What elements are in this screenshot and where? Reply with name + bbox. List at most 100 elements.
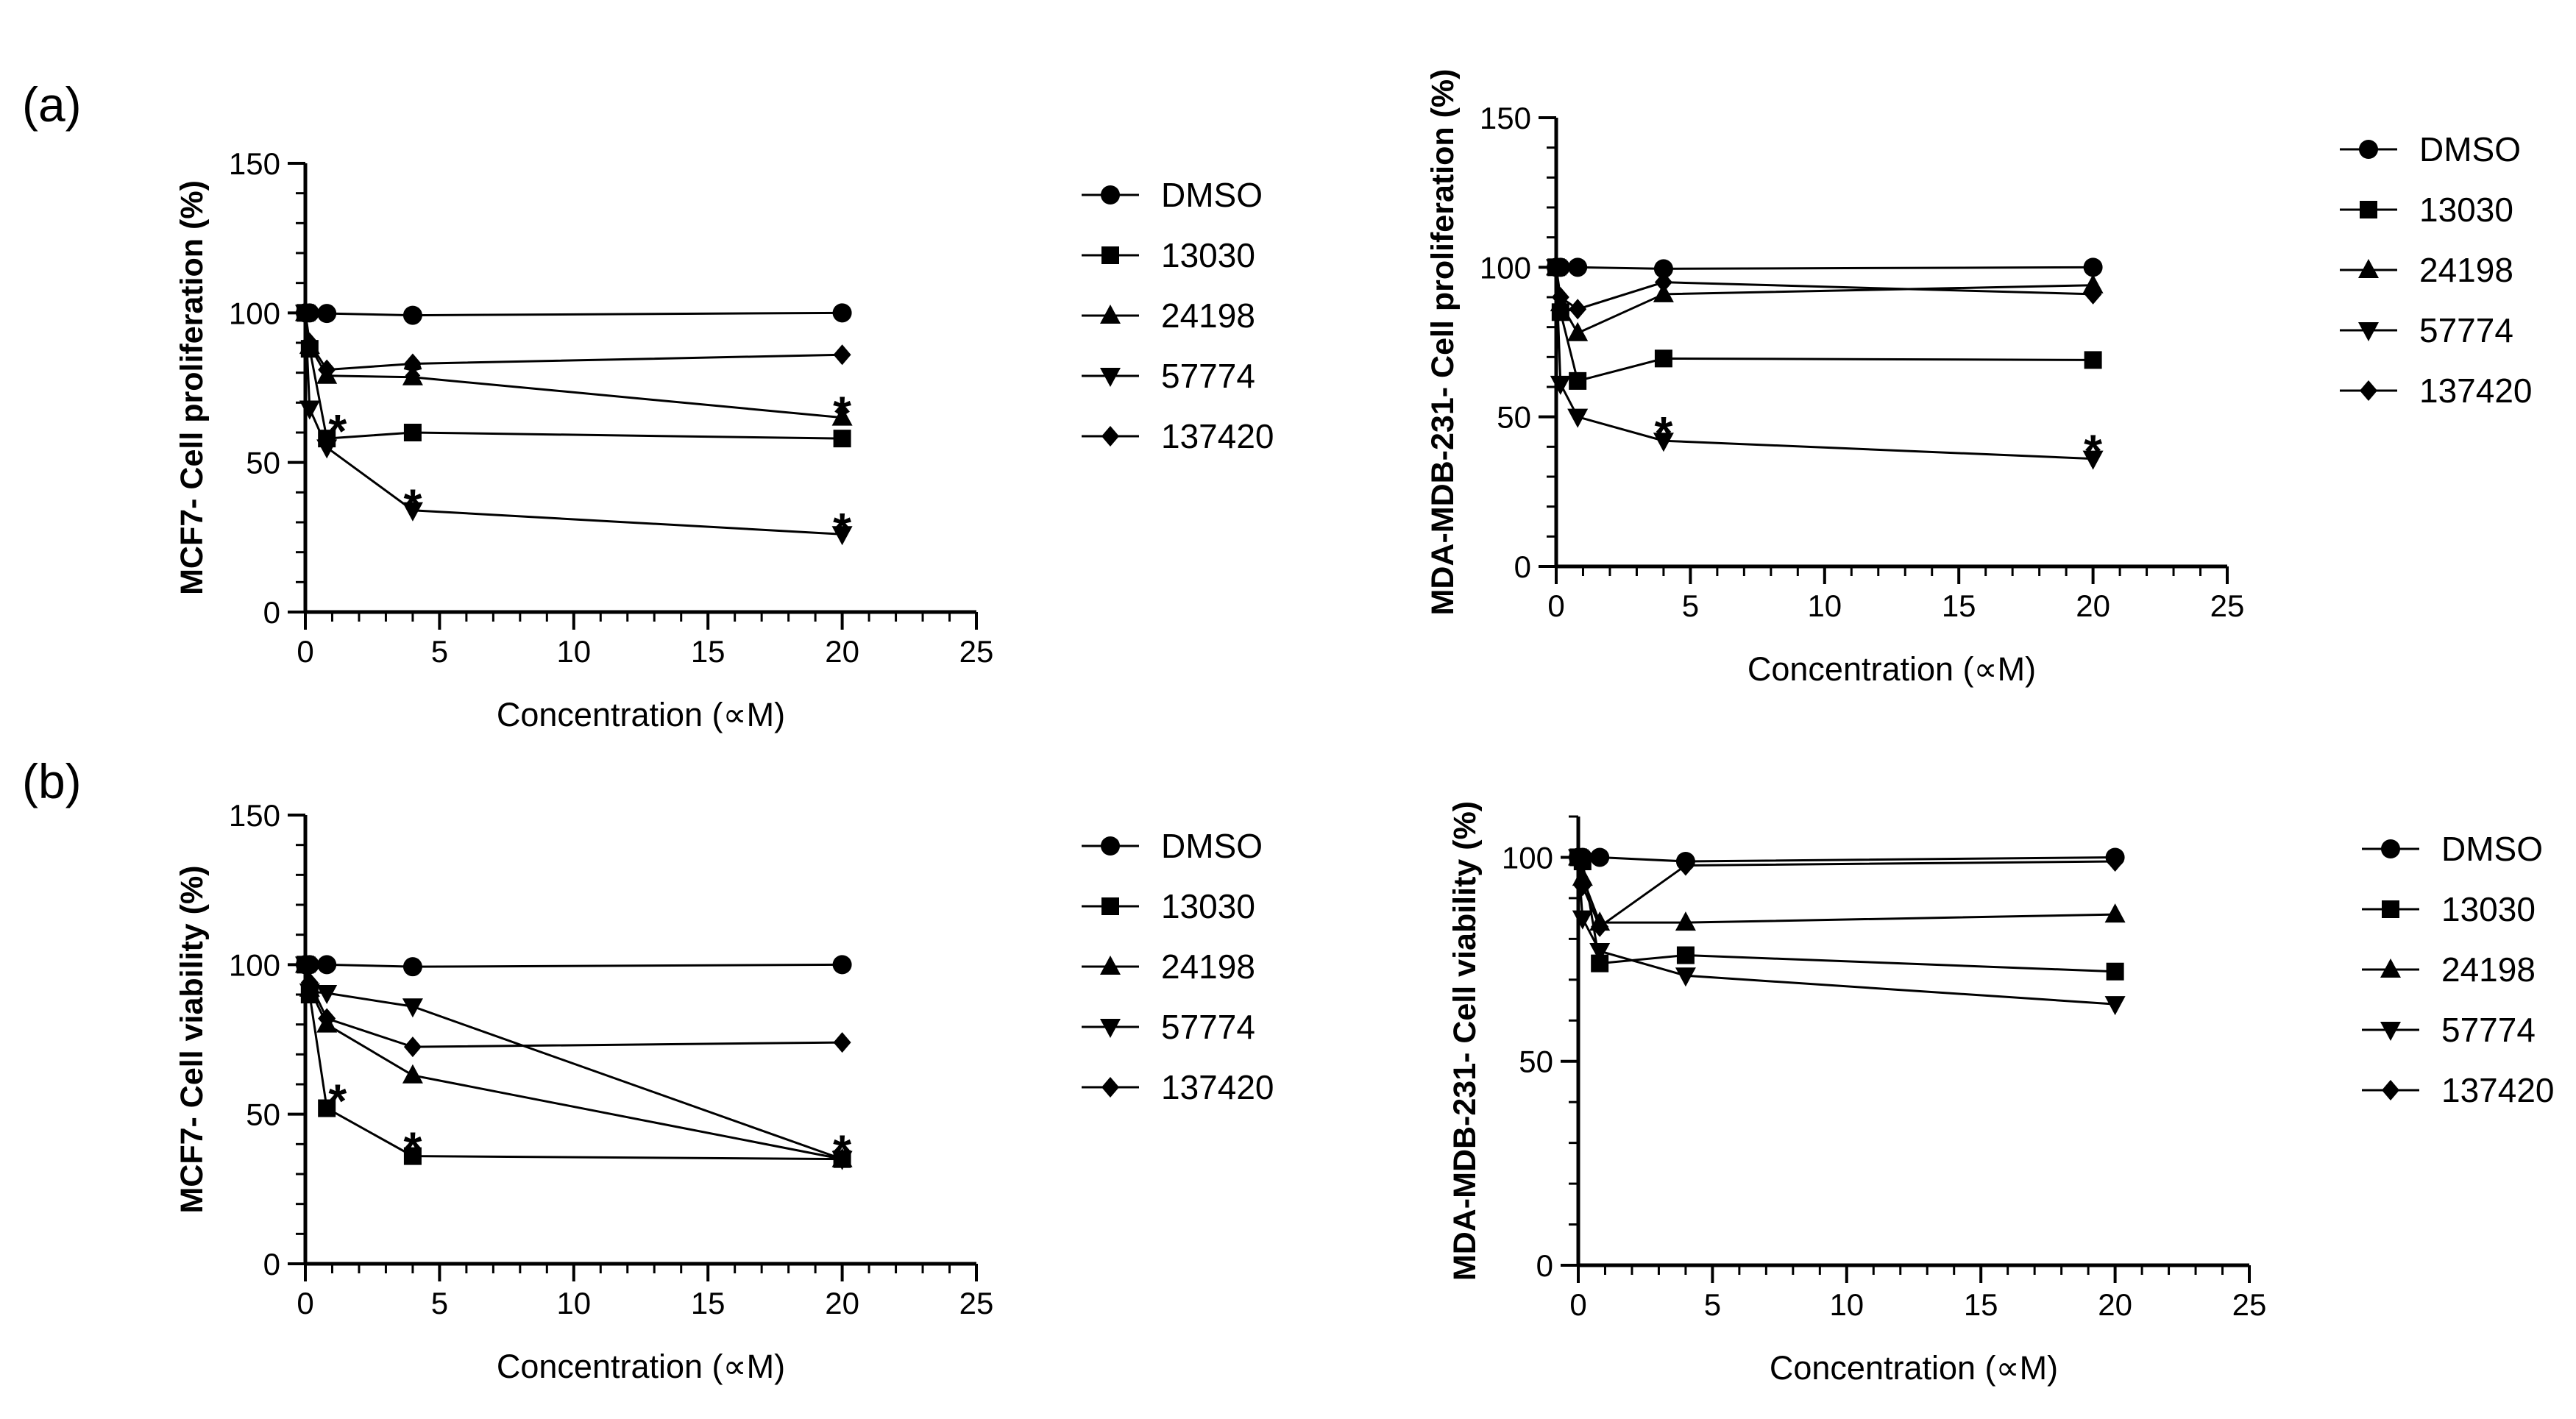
legend-label: 24198 (1161, 296, 1255, 335)
data-point (1653, 433, 1674, 452)
significance-marker: * (2084, 424, 2102, 477)
data-point (833, 344, 851, 366)
legend-marker (2380, 1022, 2401, 1041)
data-point (1550, 375, 1571, 395)
legend-marker (2382, 900, 2399, 918)
legend-label: 13030 (1161, 887, 1255, 925)
legend-label: 13030 (1161, 236, 1255, 274)
data-point (1567, 321, 1589, 341)
x-tick-label: 10 (1807, 588, 1842, 623)
significance-marker: * (328, 1074, 347, 1127)
series-line (1556, 266, 2093, 270)
x-tick-label: 10 (556, 1286, 591, 1320)
data-point (299, 400, 320, 420)
x-tick-label: 15 (1964, 1287, 1998, 1322)
y-tick-label: 100 (1480, 250, 1531, 285)
y-tick-label: 0 (1536, 1248, 1553, 1283)
data-point (2084, 283, 2102, 305)
y-tick-label: 50 (246, 1098, 280, 1132)
legend-label: 57774 (1161, 1008, 1255, 1046)
data-point (300, 972, 319, 993)
legend-marker (2359, 140, 2378, 159)
legend-marker (2380, 959, 2401, 978)
x-tick-label: 5 (431, 634, 448, 669)
data-point (2082, 450, 2104, 470)
series-137420 (297, 954, 851, 1058)
series-line (305, 311, 842, 317)
chart-1: 0 5 10 15 20 25 0 50 100 150 Concentration (∝M) MCF… (174, 146, 1274, 733)
data-point (1567, 408, 1589, 428)
significance-marker: * (833, 1125, 851, 1178)
legend-marker (1100, 1019, 1121, 1038)
legend-label: 57774 (2441, 1011, 2536, 1049)
data-point (402, 502, 423, 522)
series-line (304, 964, 842, 1048)
legend-label: DMSO (1161, 176, 1263, 214)
data-point (2106, 962, 2124, 981)
y-axis-title: MCF7- Cell viability (%) (174, 865, 210, 1213)
data-point (1675, 911, 1696, 931)
data-point (2104, 903, 2126, 923)
x-tick-label: 5 (1704, 1287, 1721, 1322)
legend-label: 13030 (2441, 890, 2536, 928)
series-line (305, 963, 842, 968)
data-point (317, 955, 337, 975)
data-point (1590, 847, 1610, 867)
series-24198 (295, 302, 853, 426)
y-tick-label: 0 (263, 1247, 280, 1281)
series-line (304, 964, 843, 1161)
data-point (1568, 257, 1588, 277)
data-point (402, 305, 422, 325)
y-tick-label: 50 (246, 446, 280, 480)
series-DMSO (296, 303, 852, 325)
legend-label: 137420 (2419, 371, 2533, 410)
data-point (2106, 851, 2124, 872)
legend-label: DMSO (1161, 827, 1263, 865)
legend-label: 137420 (1161, 1068, 1274, 1106)
significance-marker: * (403, 480, 422, 533)
x-tick-label: 25 (959, 1286, 994, 1320)
series-57774 (1568, 849, 2126, 1016)
series-line (1555, 267, 2093, 460)
significance-marker: * (403, 1122, 422, 1175)
y-axis-title: MCF7- Cell proliferation (%) (174, 180, 210, 595)
data-point (2084, 351, 2102, 369)
data-point (832, 955, 852, 975)
series-137420 (1569, 847, 2124, 937)
y-tick-label: 150 (1480, 101, 1531, 135)
x-tick-label: 10 (556, 634, 591, 669)
x-tick-label: 15 (1942, 588, 1976, 623)
significance-marker: * (328, 405, 347, 458)
x-axis-title: Concentration (∝M) (497, 1348, 785, 1385)
legend-marker (2358, 322, 2379, 341)
data-point (402, 1064, 423, 1084)
data-point (299, 983, 320, 1003)
series-DMSO (1547, 257, 2103, 279)
data-point (318, 1008, 336, 1029)
data-point (1589, 943, 1611, 962)
data-point (297, 954, 314, 975)
legend-marker (2360, 201, 2377, 218)
series-line (304, 313, 842, 536)
data-point (1653, 259, 1673, 279)
data-point (833, 1032, 851, 1053)
legend-label: 24198 (2441, 950, 2536, 989)
x-tick-label: 10 (1829, 1287, 1864, 1322)
x-tick-label: 20 (2076, 588, 2110, 623)
legend-marker (1100, 305, 1121, 324)
series-137420 (1547, 257, 2102, 320)
data-point (1569, 299, 1587, 320)
data-point (1551, 287, 1569, 307)
x-tick-label: 25 (2232, 1287, 2267, 1322)
legend-label: 57774 (2419, 311, 2513, 349)
x-tick-label: 25 (2210, 588, 2245, 623)
data-point (1573, 875, 1592, 897)
series-DMSO (296, 955, 852, 977)
legend-label: 24198 (2419, 251, 2513, 289)
data-point (831, 406, 853, 426)
legend-label: 137420 (1161, 417, 1274, 455)
x-tick-label: 15 (691, 634, 725, 669)
x-tick-label: 5 (431, 1286, 448, 1320)
data-point (403, 424, 422, 441)
significance-marker: * (1654, 407, 1672, 460)
